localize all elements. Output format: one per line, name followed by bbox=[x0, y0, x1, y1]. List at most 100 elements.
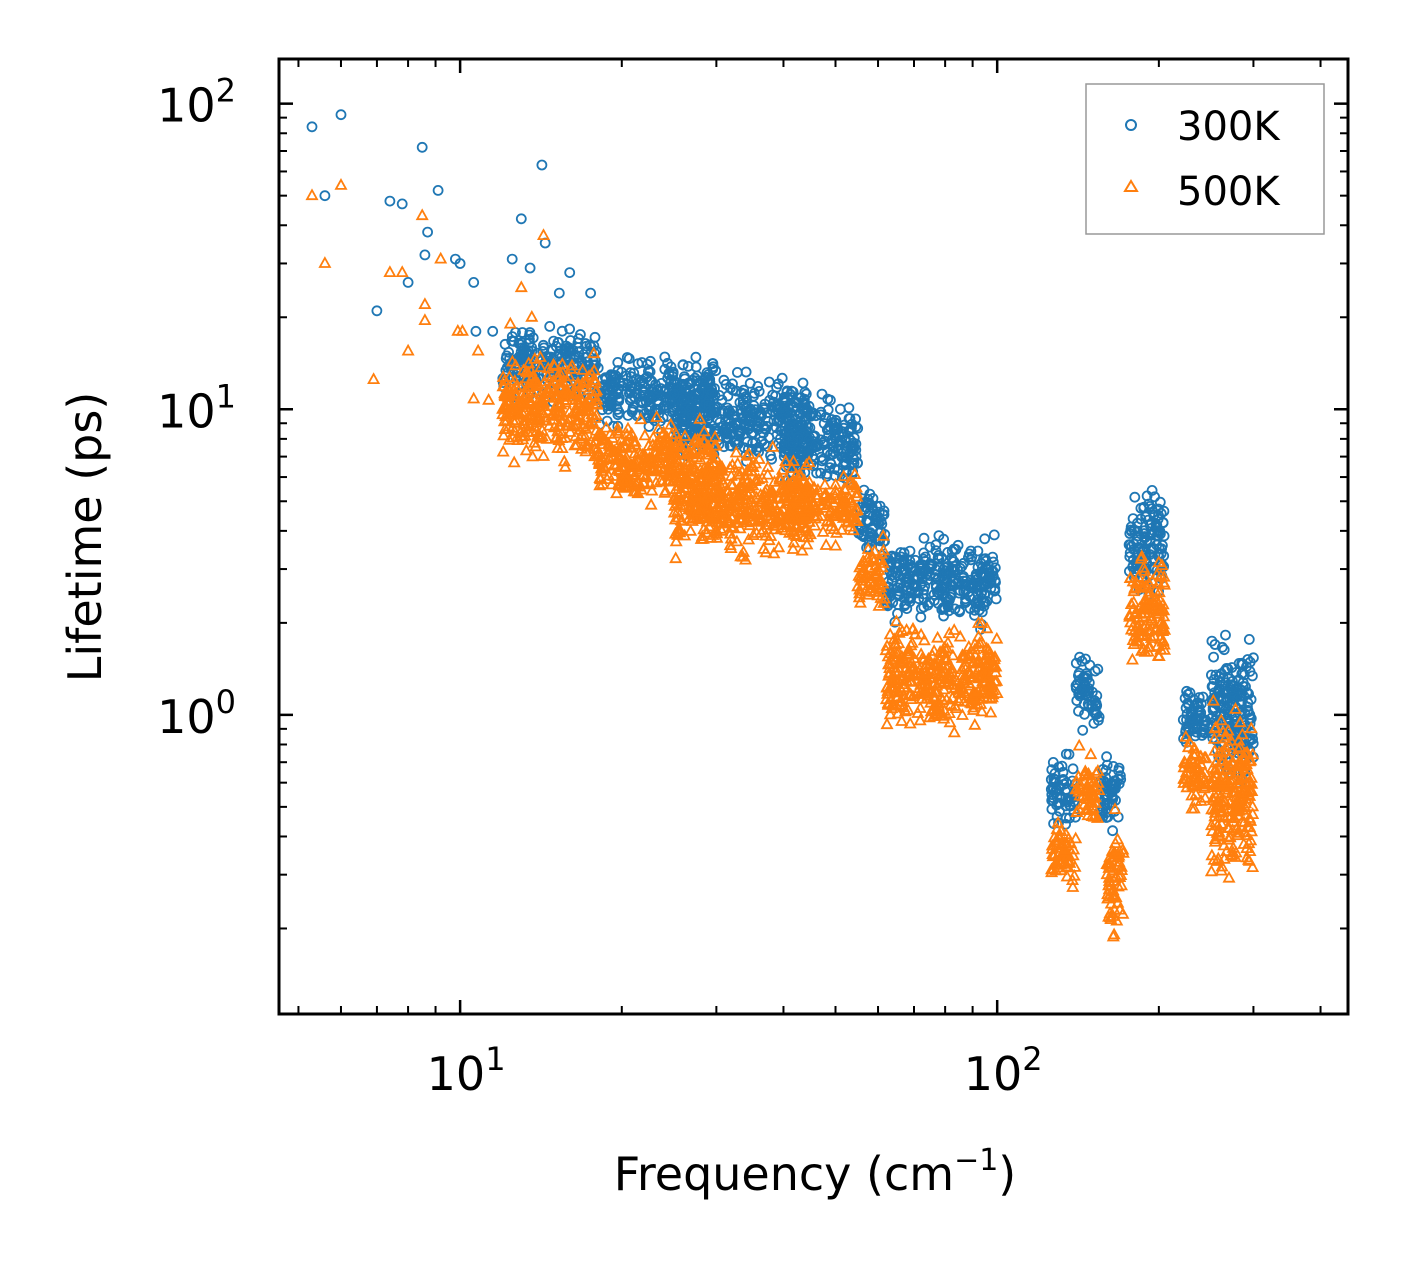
point-300K bbox=[675, 406, 687, 417]
point-300K bbox=[659, 351, 671, 363]
point-500K bbox=[772, 540, 786, 553]
point-500K bbox=[700, 514, 714, 527]
point-300K bbox=[319, 190, 331, 202]
point-300K bbox=[903, 591, 915, 603]
point-500K bbox=[968, 642, 982, 655]
point-500K bbox=[1204, 864, 1218, 877]
point-300K bbox=[611, 386, 622, 398]
point-300K bbox=[1156, 543, 1167, 555]
point-500K bbox=[1126, 574, 1140, 587]
point-500K bbox=[793, 490, 807, 503]
point-300K bbox=[930, 539, 942, 551]
point-500K bbox=[898, 704, 912, 717]
point-300K bbox=[536, 159, 548, 171]
point-300K bbox=[1220, 629, 1231, 641]
point-300K bbox=[643, 365, 654, 377]
point-500K bbox=[1108, 802, 1122, 814]
point-500K bbox=[534, 387, 548, 400]
point-300K bbox=[976, 606, 988, 618]
point-500K bbox=[1066, 848, 1080, 861]
point-500K bbox=[1060, 869, 1074, 882]
point-500K bbox=[527, 419, 541, 432]
point-500K bbox=[785, 461, 799, 474]
point-300K bbox=[918, 588, 929, 600]
point-500K bbox=[583, 394, 597, 407]
point-500K bbox=[668, 489, 682, 502]
point-500K bbox=[975, 704, 989, 717]
point-500K bbox=[578, 429, 592, 442]
point-300K bbox=[826, 414, 838, 425]
point-500K bbox=[883, 707, 897, 720]
point-300K bbox=[1062, 796, 1073, 808]
point-500K bbox=[787, 535, 801, 548]
point-500K bbox=[599, 420, 613, 433]
point-500K bbox=[683, 464, 697, 477]
point-300K bbox=[454, 258, 466, 269]
point-500K bbox=[624, 476, 638, 489]
point-500K bbox=[731, 456, 745, 469]
point-500K bbox=[498, 373, 512, 386]
point-500K bbox=[525, 425, 540, 438]
point-300K bbox=[985, 576, 997, 588]
point-500K bbox=[1054, 824, 1068, 836]
point-500K bbox=[587, 388, 601, 401]
point-500K bbox=[777, 511, 791, 524]
point-500K bbox=[927, 676, 941, 689]
point-300K bbox=[1209, 639, 1221, 650]
point-300K bbox=[487, 325, 499, 337]
point-500K bbox=[1152, 555, 1166, 568]
point-500K bbox=[665, 450, 679, 463]
point-300K bbox=[384, 195, 396, 207]
point-300K bbox=[1218, 644, 1230, 656]
point-500K bbox=[497, 428, 511, 441]
point-500K bbox=[644, 456, 659, 469]
point-500K bbox=[588, 411, 602, 423]
point-300K bbox=[913, 565, 925, 577]
point-500K bbox=[547, 420, 561, 433]
point-500K bbox=[1066, 880, 1080, 892]
point-500K bbox=[975, 635, 989, 647]
point-500K bbox=[568, 438, 582, 451]
point-500K bbox=[526, 369, 540, 382]
point-300K bbox=[946, 545, 958, 557]
point-500K bbox=[743, 481, 757, 494]
point-500K bbox=[729, 445, 743, 458]
point-500K bbox=[1194, 793, 1208, 806]
point-500K bbox=[594, 471, 608, 483]
point-300K bbox=[678, 393, 690, 405]
point-500K bbox=[526, 449, 540, 462]
point-300K bbox=[844, 413, 856, 424]
point-500K bbox=[786, 474, 800, 487]
point-500K bbox=[562, 386, 576, 399]
point-500K bbox=[724, 477, 738, 490]
point-500K bbox=[612, 477, 626, 489]
point-500K bbox=[383, 265, 397, 278]
point-300K bbox=[573, 333, 584, 345]
point-500K bbox=[1242, 854, 1256, 866]
point-500K bbox=[686, 444, 700, 457]
point-500K bbox=[725, 458, 739, 470]
point-500K bbox=[542, 418, 556, 431]
x-axis-label: Frequency (cm−1) bbox=[614, 1143, 1017, 1201]
point-300K bbox=[740, 366, 752, 378]
point-500K bbox=[631, 475, 646, 487]
point-500K bbox=[843, 519, 857, 532]
point-300K bbox=[419, 249, 431, 261]
point-500K bbox=[508, 374, 522, 386]
point-500K bbox=[1085, 771, 1099, 784]
point-500K bbox=[1046, 847, 1060, 859]
point-300K bbox=[751, 444, 762, 456]
point-500K bbox=[1240, 785, 1254, 798]
point-500K bbox=[872, 563, 886, 575]
point-300K bbox=[810, 439, 822, 451]
point-300K bbox=[904, 555, 916, 567]
point-300K bbox=[1180, 702, 1192, 714]
point-500K bbox=[844, 475, 858, 488]
point-500K bbox=[982, 643, 996, 656]
point-500K bbox=[646, 430, 660, 443]
y-tick-label: 100 bbox=[157, 683, 236, 744]
point-300K bbox=[1217, 679, 1229, 691]
legend-label-300k: 300K bbox=[1177, 104, 1281, 150]
point-500K bbox=[434, 251, 448, 264]
point-300K bbox=[892, 588, 904, 600]
